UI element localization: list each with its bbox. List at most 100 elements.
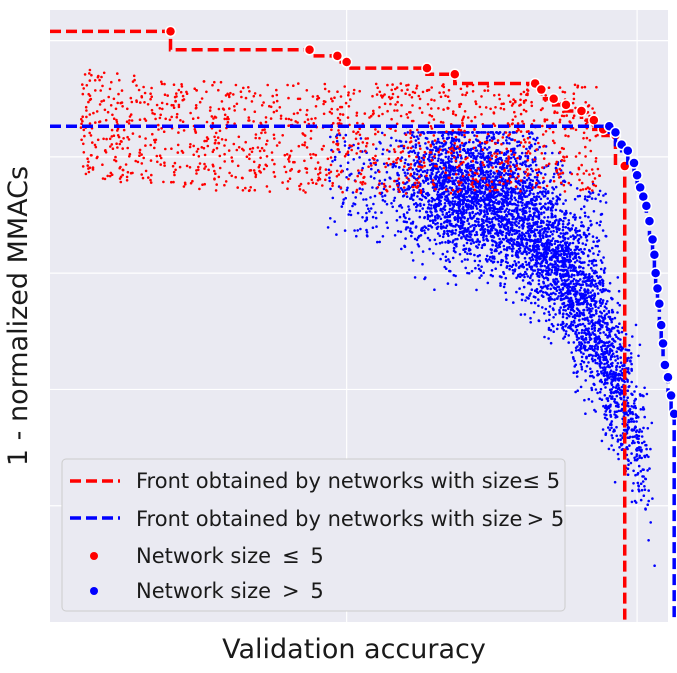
scatter-point <box>569 289 572 293</box>
scatter-point <box>428 153 431 157</box>
scatter-point <box>630 362 633 366</box>
scatter-point <box>506 227 510 230</box>
scatter-point <box>465 206 469 209</box>
scatter-point <box>493 200 496 204</box>
scatter-point <box>491 261 495 264</box>
scatter-point <box>369 196 372 199</box>
scatter-point <box>558 260 561 264</box>
scatter-point <box>604 386 607 389</box>
scatter-point <box>596 370 599 373</box>
scatter-point <box>365 211 368 215</box>
scatter-point <box>426 236 430 240</box>
scatter-point <box>480 227 483 231</box>
scatter-point <box>596 240 599 243</box>
scatter-point <box>402 144 406 148</box>
scatter-point <box>583 85 587 89</box>
scatter-point <box>525 202 528 206</box>
scatter-point <box>580 368 584 371</box>
scatter-point <box>440 187 444 191</box>
scatter-point <box>462 205 465 209</box>
scatter-point <box>390 136 393 140</box>
scatter-point <box>262 167 266 171</box>
scatter-point <box>641 480 645 483</box>
scatter-point <box>515 220 518 223</box>
scatter-point <box>435 185 439 189</box>
scatter-point <box>480 246 484 249</box>
scatter-point <box>594 410 597 413</box>
scatter-point <box>601 282 605 285</box>
scatter-point <box>592 314 596 317</box>
scatter-point <box>415 209 418 212</box>
scatter-point <box>458 131 462 134</box>
scatter-point <box>500 192 504 196</box>
scatter-point <box>359 227 362 231</box>
scatter-point <box>529 192 532 195</box>
scatter-point <box>587 354 591 358</box>
scatter-point <box>614 404 618 408</box>
scatter-point <box>609 329 613 333</box>
scatter-point <box>572 341 576 344</box>
scatter-point <box>518 219 521 223</box>
scatter-point <box>567 326 570 329</box>
scatter-point <box>465 170 468 173</box>
scatter-point <box>476 131 480 134</box>
scatter-point <box>496 234 500 237</box>
scatter-point <box>511 263 515 267</box>
scatter-point <box>343 144 347 147</box>
scatter-point <box>618 388 622 392</box>
scatter-point <box>486 281 490 285</box>
scatter-point <box>256 146 260 149</box>
scatter-point <box>253 188 257 192</box>
scatter-point <box>633 435 636 438</box>
scatter-point <box>586 348 589 352</box>
scatter-point <box>474 160 478 164</box>
scatter-point <box>507 218 511 221</box>
scatter-point <box>653 564 656 567</box>
scatter-point <box>610 308 614 312</box>
scatter-point <box>427 224 430 228</box>
scatter-point <box>600 349 604 353</box>
scatter-point <box>615 389 618 393</box>
scatter-point <box>535 215 538 218</box>
scatter-point <box>601 428 605 431</box>
scatter-point <box>479 131 483 134</box>
scatter-point <box>559 240 563 244</box>
scatter-point <box>413 276 417 279</box>
scatter-point <box>445 166 448 170</box>
scatter-point <box>396 179 399 183</box>
scatter-point <box>474 204 478 208</box>
scatter-point <box>476 200 479 203</box>
scatter-point <box>453 191 456 195</box>
scatter-point <box>612 391 616 394</box>
scatter-point <box>579 351 583 354</box>
scatter-point <box>631 411 634 414</box>
scatter-point <box>610 420 614 423</box>
scatter-point <box>610 297 614 301</box>
scatter-point <box>456 216 459 220</box>
scatter-point <box>552 226 555 229</box>
scatter-point <box>643 454 646 458</box>
scatter-point <box>394 129 397 133</box>
scatter-point <box>457 128 461 131</box>
scatter-point <box>586 302 590 306</box>
scatter-point <box>592 210 596 213</box>
scatter-point <box>469 151 473 155</box>
scatter-point <box>606 345 610 348</box>
scatter-point <box>559 290 563 294</box>
scatter-point <box>508 245 511 249</box>
scatter-point <box>223 183 226 187</box>
scatter-point <box>487 180 491 183</box>
scatter-point <box>616 301 620 305</box>
scatter-point <box>455 185 458 188</box>
scatter-point <box>482 221 486 224</box>
scatter-point <box>562 259 566 263</box>
scatter-point <box>549 287 552 291</box>
scatter-point <box>570 227 573 230</box>
scatter-point <box>459 191 463 195</box>
scatter-point <box>494 159 498 162</box>
scatter-point <box>460 211 463 214</box>
scatter-point <box>536 291 540 295</box>
scatter-point <box>482 131 485 134</box>
scatter-point <box>605 417 609 421</box>
scatter-point <box>496 149 499 152</box>
